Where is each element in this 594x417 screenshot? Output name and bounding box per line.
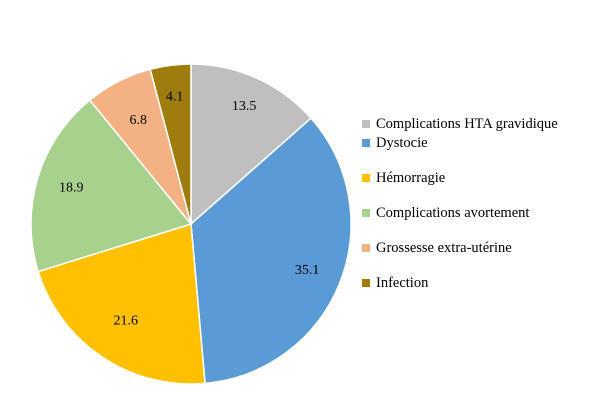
legend-item: Infection: [362, 275, 587, 291]
legend-item: Complications HTA gravidique: [362, 116, 587, 132]
slice-value-label: 35.1: [295, 263, 320, 278]
legend-swatch: [362, 244, 370, 252]
legend-swatch: [362, 139, 370, 147]
legend-item: Grossesse extra-utérine: [362, 240, 587, 256]
pie-slice: [149, 63, 192, 225]
slice-value-label: 21.6: [114, 314, 139, 329]
slice-value-label: 18.9: [59, 181, 84, 196]
slice-value-label: 4.1: [166, 90, 184, 105]
pie-slices: [30, 63, 352, 385]
legend-swatch: [362, 279, 370, 287]
legend-label: Complications avortement: [376, 205, 530, 221]
legend-item: Dystocie: [362, 135, 587, 151]
slice-value-label: 6.8: [130, 113, 148, 128]
legend-label: Dystocie: [376, 135, 428, 151]
legend-label: Infection: [376, 275, 429, 291]
pie-slice: [190, 63, 313, 226]
chart-legend: Complications HTA gravidique Dystocie Hémo…: [362, 116, 587, 291]
legend-item: Hémorragie: [362, 170, 587, 186]
slice-value-label: 13.5: [232, 99, 257, 114]
legend-swatch: [362, 120, 370, 128]
pie-slice: [30, 99, 193, 273]
legend-item: Complications avortement: [362, 205, 587, 221]
pie-slice: [190, 117, 352, 385]
legend-label: Hémorragie: [376, 170, 446, 186]
legend-swatch: [362, 174, 370, 182]
pie-slice: [37, 223, 206, 385]
legend-label: Grossesse extra-utérine: [376, 240, 512, 256]
pie-value-labels: 13.5 35.1 21.6 18.9 6.8 4.1: [59, 90, 319, 329]
legend-swatch: [362, 209, 370, 217]
legend-label: Complications HTA gravidique: [376, 116, 558, 132]
